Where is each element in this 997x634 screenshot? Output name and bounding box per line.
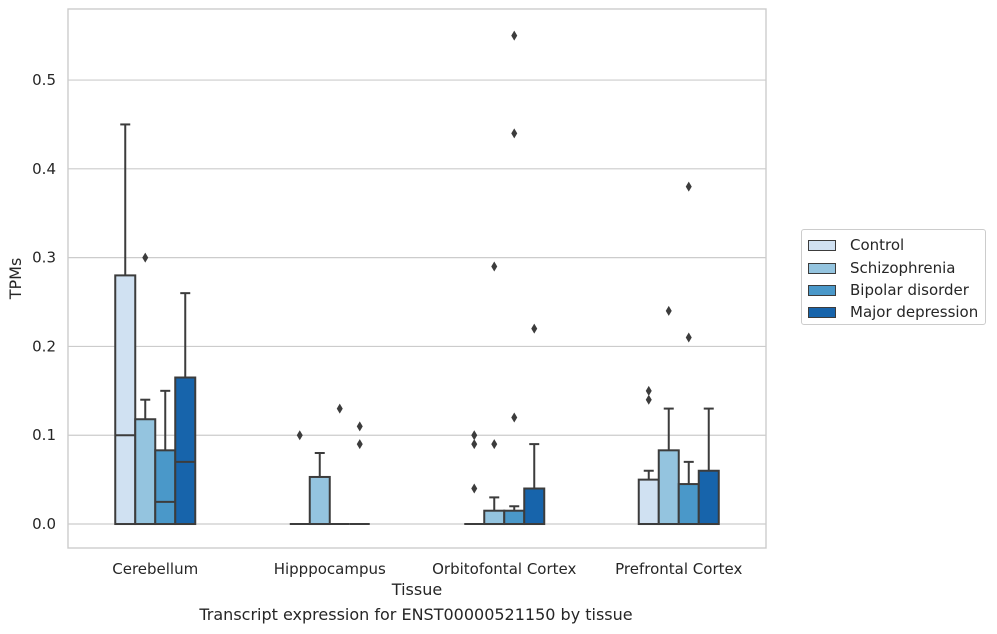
box-body: [503, 509, 526, 526]
y-axis-label: TPMs: [6, 258, 25, 301]
box-major-depression: [697, 407, 720, 526]
box-bipolar-disorder: [329, 403, 350, 526]
legend-label-bipolar-disorder: Bipolar disorder: [850, 281, 969, 299]
box-major-depression: [174, 292, 197, 526]
legend-item-major-depression: Major depression: [808, 302, 978, 322]
box-body: [697, 469, 720, 526]
y-tick-label: 0.1: [32, 426, 56, 444]
x-tick-label: Hipppocampus: [274, 560, 386, 578]
outlier-point: [471, 483, 478, 494]
box-body: [114, 274, 137, 526]
box-body: [174, 376, 197, 526]
box-major-depression: [523, 323, 546, 526]
y-tick-label: 0.4: [32, 160, 56, 178]
box-control: [114, 123, 137, 526]
y-tick-label: 0.5: [32, 71, 56, 89]
box-major-depression: [349, 421, 370, 526]
y-tick-label: 0.3: [32, 249, 56, 267]
box-body: [677, 483, 700, 526]
box-bipolar-disorder: [154, 389, 177, 526]
outlier-point: [645, 385, 652, 396]
y-tick-label: 0.0: [32, 515, 56, 533]
outlier-point: [531, 323, 538, 334]
legend-label-major-depression: Major depression: [850, 303, 979, 321]
box-control: [637, 385, 660, 526]
box-bipolar-disorder: [503, 30, 526, 526]
legend-swatch-control: [808, 239, 836, 251]
outlier-point: [511, 128, 518, 139]
box-body: [657, 449, 680, 526]
box-bipolar-disorder: [677, 181, 700, 526]
outlier-point: [356, 439, 363, 450]
legend-swatch-schizophrenia: [808, 262, 836, 274]
legend: Control Schizophrenia Bipolar disorder M…: [801, 229, 986, 325]
legend-label-control: Control: [850, 236, 905, 254]
plot-frame: [67, 8, 767, 549]
outlier-point: [685, 181, 692, 192]
outlier-point: [296, 430, 303, 441]
box-schizophrenia: [657, 305, 680, 526]
x-axis-label: Tissue: [391, 580, 442, 599]
x-tick-label: Cerebellum: [112, 560, 198, 578]
box-body: [308, 475, 331, 526]
box-schizophrenia: [483, 261, 506, 526]
outlier-point: [491, 439, 498, 450]
legend-item-schizophrenia: Schizophrenia: [808, 258, 955, 278]
outlier-point: [336, 403, 343, 414]
outlier-point: [356, 421, 363, 432]
outlier-point: [665, 305, 672, 316]
box-body: [637, 478, 660, 526]
box-control: [289, 430, 310, 526]
legend-swatch-major-depression: [808, 306, 836, 318]
box-control: [464, 430, 485, 526]
outlier-point: [471, 430, 478, 441]
box-body: [483, 509, 506, 526]
box-schizophrenia: [134, 252, 157, 526]
legend-label-schizophrenia: Schizophrenia: [850, 259, 956, 277]
legend-item-control: Control: [808, 235, 904, 255]
outlier-point: [685, 332, 692, 343]
x-tick-label: Prefrontal Cortex: [615, 560, 742, 578]
legend-swatch-bipolar-disorder: [808, 284, 836, 296]
figure-caption: Transcript expression for ENST0000052115…: [199, 605, 633, 624]
outlier-point: [511, 412, 518, 423]
outlier-point: [142, 252, 149, 263]
box-schizophrenia: [308, 451, 331, 526]
outlier-point: [511, 30, 518, 41]
box-body: [134, 418, 157, 526]
x-tick-label: Orbitofontal Cortex: [432, 560, 576, 578]
outlier-point: [491, 261, 498, 272]
box-body: [154, 449, 177, 526]
box-body: [523, 487, 546, 526]
outlier-point: [471, 439, 478, 450]
legend-item-bipolar-disorder: Bipolar disorder: [808, 280, 969, 300]
y-tick-label: 0.2: [32, 337, 56, 355]
outlier-point: [645, 394, 652, 405]
